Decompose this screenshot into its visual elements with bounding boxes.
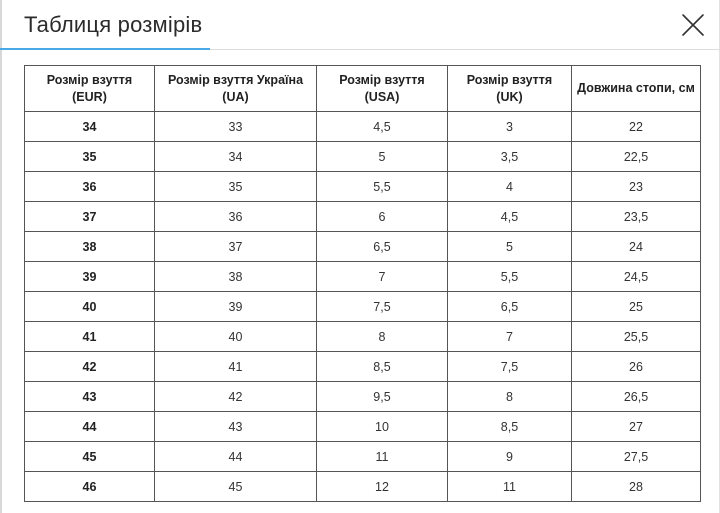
cell-ua: 34 (154, 141, 317, 172)
cell-ua: 37 (154, 231, 317, 262)
modal-title: Таблиця розмірів (24, 12, 203, 37)
cell-usa: 6,5 (316, 231, 448, 262)
table-row: 43 42 9,5 8 26,5 (24, 381, 701, 412)
cell-foot-length: 26 (571, 351, 701, 382)
cell-ua: 39 (154, 291, 317, 322)
cell-usa: 6 (316, 201, 448, 232)
cell-uk: 5,5 (447, 261, 572, 292)
cell-uk: 3,5 (447, 141, 572, 172)
cell-foot-length: 28 (571, 471, 701, 502)
table-row: 45 44 11 9 27,5 (24, 441, 701, 472)
cell-foot-length: 25,5 (571, 321, 701, 352)
cell-foot-length: 22,5 (571, 141, 701, 172)
cell-uk: 5 (447, 231, 572, 262)
title-underline (0, 48, 210, 50)
cell-usa: 7,5 (316, 291, 448, 322)
cell-usa: 5,5 (316, 171, 448, 202)
cell-eur: 42 (24, 351, 155, 382)
cell-uk: 7 (447, 321, 572, 352)
cell-uk: 9 (447, 441, 572, 472)
table-row: 39 38 7 5,5 24,5 (24, 261, 701, 292)
close-button[interactable] (680, 12, 706, 38)
cell-ua: 36 (154, 201, 317, 232)
cell-uk: 11 (447, 471, 572, 502)
column-header-usa: Розмір взуття (USA) (316, 65, 448, 112)
cell-eur: 35 (24, 141, 155, 172)
cell-foot-length: 27 (571, 411, 701, 442)
table-row: 37 36 6 4,5 23,5 (24, 201, 701, 232)
cell-ua: 38 (154, 261, 317, 292)
table-header-row: Розмір взуття (EUR) Розмір взуття Україн… (24, 65, 701, 112)
cell-ua: 42 (154, 381, 317, 412)
cell-foot-length: 26,5 (571, 381, 701, 412)
cell-uk: 8 (447, 381, 572, 412)
cell-ua: 45 (154, 471, 317, 502)
table-row: 46 45 12 11 28 (24, 471, 701, 502)
cell-eur: 34 (24, 111, 155, 142)
cell-usa: 9,5 (316, 381, 448, 412)
cell-eur: 41 (24, 321, 155, 352)
cell-uk: 4,5 (447, 201, 572, 232)
cell-eur: 45 (24, 441, 155, 472)
cell-eur: 36 (24, 171, 155, 202)
cell-eur: 46 (24, 471, 155, 502)
cell-uk: 3 (447, 111, 572, 142)
cell-usa: 10 (316, 411, 448, 442)
table-body: 34 33 4,5 3 22 35 34 5 3,5 22,5 36 35 5,5 4 23 37 36 6 4,5… (24, 111, 701, 502)
cell-eur: 43 (24, 381, 155, 412)
cell-usa: 7 (316, 261, 448, 292)
cell-uk: 6,5 (447, 291, 572, 322)
modal-left-edge (0, 0, 2, 513)
table-row: 40 39 7,5 6,5 25 (24, 291, 701, 322)
column-header-eur: Розмір взуття (EUR) (24, 65, 155, 112)
cell-usa: 11 (316, 441, 448, 472)
cell-eur: 44 (24, 411, 155, 442)
cell-eur: 38 (24, 231, 155, 262)
cell-usa: 8,5 (316, 351, 448, 382)
cell-ua: 41 (154, 351, 317, 382)
cell-ua: 43 (154, 411, 317, 442)
table-row: 36 35 5,5 4 23 (24, 171, 701, 202)
modal-header: Таблиця розмірів (0, 0, 720, 50)
size-table-container: Розмір взуття (EUR) Розмір взуття Україн… (24, 65, 701, 502)
cell-ua: 44 (154, 441, 317, 472)
cell-foot-length: 22 (571, 111, 701, 142)
column-header-ua: Розмір взуття Україна (UA) (154, 65, 317, 112)
table-row: 44 43 10 8,5 27 (24, 411, 701, 442)
table-row: 34 33 4,5 3 22 (24, 111, 701, 142)
cell-usa: 8 (316, 321, 448, 352)
table-row: 42 41 8,5 7,5 26 (24, 351, 701, 382)
cell-uk: 7,5 (447, 351, 572, 382)
cell-ua: 33 (154, 111, 317, 142)
cell-foot-length: 23,5 (571, 201, 701, 232)
cell-ua: 40 (154, 321, 317, 352)
cell-foot-length: 25 (571, 291, 701, 322)
size-table: Розмір взуття (EUR) Розмір взуття Україн… (24, 65, 701, 502)
table-row: 41 40 8 7 25,5 (24, 321, 701, 352)
table-row: 35 34 5 3,5 22,5 (24, 141, 701, 172)
cell-foot-length: 24,5 (571, 261, 701, 292)
column-header-uk: Розмір взуття (UK) (447, 65, 572, 112)
cell-uk: 8,5 (447, 411, 572, 442)
cell-eur: 39 (24, 261, 155, 292)
cell-foot-length: 24 (571, 231, 701, 262)
cell-eur: 40 (24, 291, 155, 322)
close-icon (682, 14, 704, 36)
cell-foot-length: 27,5 (571, 441, 701, 472)
cell-ua: 35 (154, 171, 317, 202)
column-header-foot-length: Довжина стопи, см (571, 65, 701, 112)
cell-uk: 4 (447, 171, 572, 202)
cell-eur: 37 (24, 201, 155, 232)
table-row: 38 37 6,5 5 24 (24, 231, 701, 262)
cell-usa: 5 (316, 141, 448, 172)
cell-foot-length: 23 (571, 171, 701, 202)
cell-usa: 12 (316, 471, 448, 502)
cell-usa: 4,5 (316, 111, 448, 142)
